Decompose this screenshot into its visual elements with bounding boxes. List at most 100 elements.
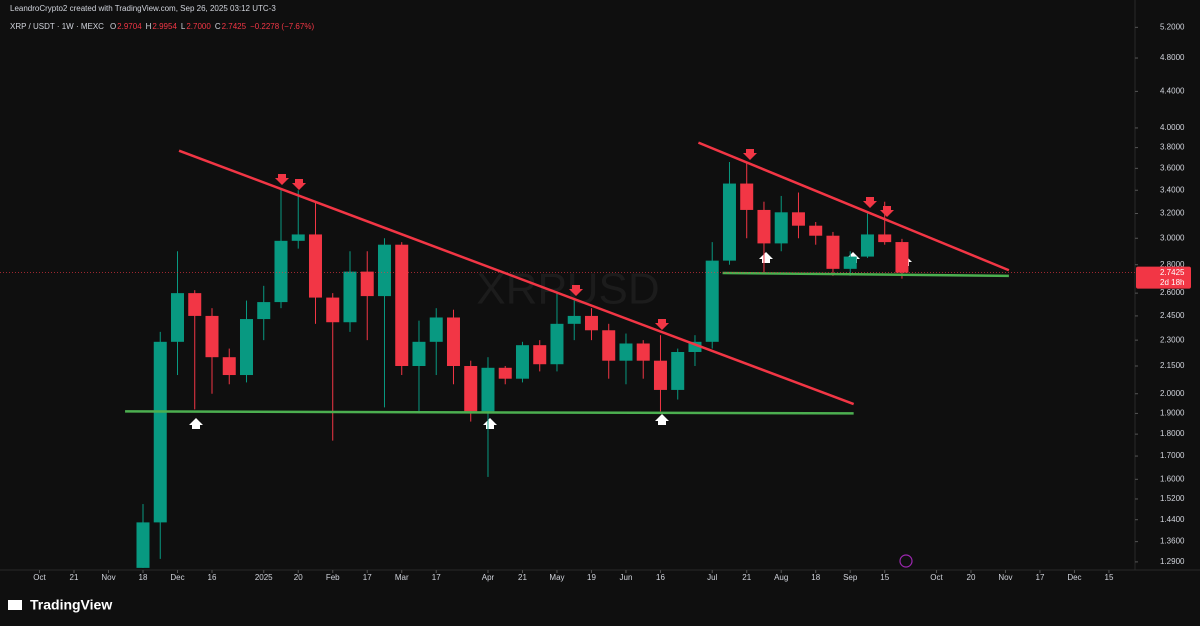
x-tick-label: Jul (707, 573, 717, 582)
candle-body (515, 345, 529, 379)
candle-body (843, 256, 857, 269)
candle-body (533, 345, 547, 365)
down-arrow (292, 179, 306, 190)
y-tick-label: 1.4400 (1160, 515, 1185, 524)
candle-body (464, 366, 478, 412)
y-tick-label: 2.8000 (1160, 260, 1185, 269)
y-tick-label: 5.2000 (1160, 22, 1185, 31)
y-tick-label: 4.4000 (1160, 87, 1185, 96)
y-tick-label: 3.8000 (1160, 143, 1185, 152)
x-tick-label: 18 (811, 573, 820, 582)
candle-body (567, 315, 581, 324)
trendline (697, 141, 1010, 272)
candle-body (722, 183, 736, 261)
candle-body (878, 234, 892, 243)
y-tick-label: 4.8000 (1160, 53, 1185, 62)
x-tick-label: 21 (518, 573, 527, 582)
x-tick-label: Jun (620, 573, 633, 582)
y-tick-label: 2.1500 (1160, 361, 1185, 370)
y-tick-label: 1.2900 (1160, 557, 1185, 566)
y-tick-label: 2.6000 (1160, 288, 1185, 297)
candle-body (774, 212, 788, 244)
x-tick-label: 17 (363, 573, 372, 582)
y-tick-label: 3.6000 (1160, 163, 1185, 172)
candle-body (653, 360, 667, 390)
y-tick-label: 1.7000 (1160, 451, 1185, 460)
ohlc-value: 2.9954 (152, 22, 177, 31)
x-tick-label: Dec (1067, 573, 1081, 582)
candle-body (498, 367, 512, 379)
trendline (178, 149, 855, 406)
candle-body (895, 242, 909, 273)
x-tick-label: Nov (101, 573, 115, 582)
x-tick-label: 20 (967, 573, 976, 582)
candle-body (636, 343, 650, 361)
y-tick-label: 1.8000 (1160, 429, 1185, 438)
ohlc-value: 2.7425 (222, 22, 247, 31)
candle-body (584, 315, 598, 331)
y-tick-label: 1.9000 (1160, 409, 1185, 418)
x-tick-label: 19 (587, 573, 596, 582)
down-arrow (880, 206, 894, 217)
candle-body (274, 240, 288, 303)
x-tick-label: Nov (998, 573, 1012, 582)
down-arrow (275, 174, 289, 185)
candle-body (740, 183, 754, 210)
y-tick-label: 2.3000 (1160, 335, 1185, 344)
candle-body (688, 341, 702, 352)
candle-body (395, 244, 409, 367)
change: −0.2278 (−7.67%) (250, 22, 314, 31)
candle-body (550, 323, 564, 365)
x-tick-label: Aug (774, 573, 788, 582)
ohlc-value: 2.7000 (186, 22, 211, 31)
y-tick-label: 3.2000 (1160, 209, 1185, 218)
candle-body (257, 302, 271, 320)
candle-body (826, 235, 840, 269)
candle-body (809, 225, 823, 236)
candle-body (412, 341, 426, 367)
footer-logo: TradingView (30, 597, 112, 613)
candle-body (757, 209, 771, 244)
candle-body (291, 234, 305, 241)
symbol-title: XRP / USDT · 1W · MEXC (10, 22, 104, 31)
candle-body (153, 341, 167, 523)
y-tick-label: 3.0000 (1160, 233, 1185, 242)
event-icon[interactable] (899, 554, 913, 568)
x-tick-label: 17 (1036, 573, 1045, 582)
candle-body (377, 244, 391, 297)
x-tick-label: 15 (880, 573, 889, 582)
ohlc-value: 2.9704 (117, 22, 142, 31)
candle-body (360, 271, 374, 297)
candle-body (136, 522, 150, 568)
x-tick-label: 15 (1105, 573, 1114, 582)
candle-body (481, 367, 495, 412)
candle-body (446, 317, 460, 367)
candle-body (326, 297, 340, 323)
x-tick-label: 21 (70, 573, 79, 582)
ohlc-key: C (215, 22, 221, 31)
candle-body (791, 212, 805, 226)
last-price-box (1136, 266, 1191, 289)
ohlc-key: H (146, 22, 152, 31)
y-tick-label: 1.6000 (1160, 474, 1185, 483)
down-arrow (569, 285, 583, 296)
y-tick-label: 4.0000 (1160, 123, 1185, 132)
candle-body (429, 317, 443, 342)
candle-body (222, 357, 236, 376)
x-tick-label: 21 (742, 573, 751, 582)
up-arrow (189, 418, 203, 429)
y-tick-label: 1.5200 (1160, 494, 1185, 503)
x-tick-label: 16 (208, 573, 217, 582)
down-arrow (863, 197, 877, 208)
candle-body (343, 271, 357, 323)
last-price-label: 2.7425 (1160, 268, 1185, 277)
x-tick-label: May (549, 573, 564, 582)
x-tick-label: 17 (432, 573, 441, 582)
candle-body (671, 351, 685, 390)
y-tick-label: 2.0000 (1160, 389, 1185, 398)
x-tick-label: 20 (294, 573, 303, 582)
down-arrow (655, 319, 669, 330)
candle-body (170, 293, 184, 342)
logo (8, 600, 22, 610)
